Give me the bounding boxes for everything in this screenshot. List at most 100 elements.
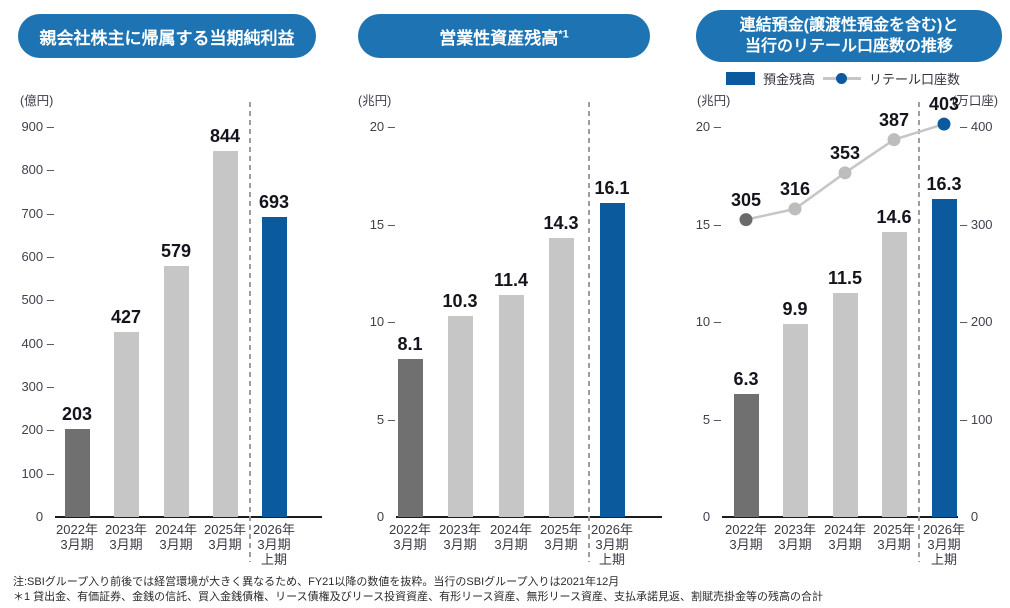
bar-value-label: 16.3 bbox=[926, 174, 962, 195]
line-dot bbox=[887, 133, 901, 147]
bar bbox=[397, 359, 423, 517]
right-axis-tick: – 200 bbox=[960, 314, 993, 329]
x-axis-label: 2023年 3月期 bbox=[105, 522, 147, 552]
bar-value-label: 693 bbox=[258, 191, 290, 212]
bar bbox=[163, 266, 189, 517]
x-axis-label: 2023年 3月期 bbox=[774, 522, 816, 552]
legend: 預金残高 リテール口座数 bbox=[726, 69, 960, 88]
bar-value-label: 9.9 bbox=[782, 298, 808, 319]
bar-value-label: 6.3 bbox=[733, 369, 759, 390]
legend-dot-icon bbox=[836, 73, 848, 84]
bar-value-label: 10.3 bbox=[442, 291, 478, 312]
line-dot bbox=[838, 166, 852, 180]
x-axis-label: 2025年 3月期 bbox=[873, 522, 915, 552]
x-axis-label: 2024年 3月期 bbox=[824, 522, 866, 552]
bar-value-label: 579 bbox=[160, 241, 192, 262]
right-axis-tick: – 0 bbox=[970, 509, 979, 524]
y-axis-tick: 0 – bbox=[376, 509, 385, 524]
line-value-label: 353 bbox=[829, 142, 861, 163]
x-axis-label: 2026年 3月期 上期 bbox=[923, 522, 965, 567]
legend-deposit-bar-swatch bbox=[726, 72, 755, 85]
x-axis-label: 2026年 3月期 上期 bbox=[253, 522, 295, 567]
y-axis-tick: 600 – bbox=[21, 249, 54, 264]
y-axis-tick: 20 – bbox=[695, 119, 721, 134]
bar bbox=[599, 203, 625, 517]
note-line: 注:SBIグループ入り前後では経営環境が大きく異なるため、FY21以降の数値を抜… bbox=[13, 576, 620, 588]
unit-label-cho-yen-right-chart: (兆円) bbox=[697, 94, 731, 108]
bar bbox=[261, 216, 287, 517]
bar bbox=[113, 331, 139, 517]
chart-title-operating-assets: 営業性資産残高*1 bbox=[358, 14, 650, 58]
pill-line: 営業性資産残高*1 bbox=[439, 24, 568, 49]
chart-title-deposits-accounts: 連結預金(譲渡性預金を含む)と 当行のリテール口座数の推移 bbox=[696, 10, 1002, 62]
x-axis-label: 2026年 3月期 上期 bbox=[591, 522, 633, 567]
bar bbox=[832, 292, 858, 517]
y-axis-tick: 20 – bbox=[369, 119, 395, 134]
y-axis-tick: 500 – bbox=[21, 292, 54, 308]
bar-value-label: 427 bbox=[110, 306, 142, 327]
x-axis-label: 2023年 3月期 bbox=[439, 522, 481, 552]
x-axis-label: 2024年 3月期 bbox=[490, 522, 532, 552]
x-axis-line bbox=[722, 516, 958, 518]
chart-title-line-1: 連結預金(譲渡性預金を含む)と bbox=[739, 17, 959, 34]
line-dot bbox=[739, 213, 753, 227]
y-axis-tick: 200 – bbox=[21, 422, 54, 438]
right-axis-tick: – 400 bbox=[960, 119, 993, 134]
x-axis-label: 2024年 3月期 bbox=[155, 522, 197, 552]
period-separator bbox=[249, 102, 251, 562]
x-axis-label: 2022年 3月期 bbox=[389, 522, 431, 552]
bar-value-label: 11.4 bbox=[493, 269, 529, 290]
legend-deposit-label: 預金残高 bbox=[763, 72, 816, 87]
footnote-1: ＊1 貸出金、有価証券、金銭の信託、買入金銭債権、リース債権及びリース投資資産、… bbox=[13, 591, 823, 603]
y-axis-tick: 5 – bbox=[702, 411, 721, 427]
bar bbox=[498, 294, 524, 517]
bar bbox=[212, 151, 238, 517]
line-dot bbox=[788, 202, 802, 216]
right-axis-tick: – 100 bbox=[960, 411, 993, 427]
period-separator bbox=[918, 102, 920, 562]
chart-title-text: 親会社株主に帰属する当期純利益 bbox=[39, 28, 295, 48]
legend-accounts-line-marker bbox=[823, 72, 862, 85]
y-axis-tick: 900 – bbox=[21, 119, 54, 134]
chart-title-net-income: 親会社株主に帰属する当期純利益 bbox=[18, 14, 316, 58]
bar bbox=[548, 238, 574, 517]
line-dot bbox=[937, 117, 951, 131]
x-axis-label: 2025年 3月期 bbox=[540, 522, 582, 552]
bar bbox=[931, 199, 957, 517]
bar bbox=[733, 394, 759, 517]
x-axis-label: 2022年 3月期 bbox=[56, 522, 98, 552]
bar-value-label: 14.3 bbox=[543, 213, 579, 234]
bar bbox=[782, 323, 808, 517]
x-axis-label: 2025年 3月期 bbox=[204, 522, 246, 552]
line-value-label: 387 bbox=[878, 109, 910, 130]
y-axis-tick: 0 – bbox=[35, 509, 44, 524]
y-axis-tick: 400 – bbox=[21, 335, 54, 351]
bar bbox=[881, 232, 907, 517]
y-axis-tick: 10 – bbox=[369, 314, 395, 329]
line-value-label: 305 bbox=[730, 189, 762, 210]
unit-label-oku-yen: (億円) bbox=[20, 94, 54, 108]
y-axis-tick: 0 – bbox=[702, 509, 711, 524]
legend-accounts-label: リテール口座数 bbox=[869, 72, 961, 87]
y-axis-tick: 300 – bbox=[21, 379, 54, 394]
period-separator bbox=[588, 102, 590, 562]
chart-title-line-2: 当行のリテール口座数の推移 bbox=[744, 38, 953, 55]
line-value-label: 403 bbox=[928, 94, 960, 115]
bar-value-label: 844 bbox=[209, 126, 241, 147]
y-axis-tick: 5 – bbox=[376, 411, 395, 427]
unit-label-cho-yen: (兆円) bbox=[358, 94, 392, 108]
y-axis-tick: 100 – bbox=[21, 465, 54, 481]
line-value-label: 316 bbox=[779, 178, 811, 199]
bar bbox=[447, 316, 473, 517]
y-axis-tick: 15 – bbox=[695, 216, 721, 232]
title-footnote-marker: *1 bbox=[558, 27, 569, 40]
y-axis-tick: 10 – bbox=[695, 314, 721, 329]
x-axis-line bbox=[55, 516, 322, 518]
y-axis-tick: 800 – bbox=[21, 162, 54, 178]
bar-value-label: 203 bbox=[61, 404, 93, 425]
